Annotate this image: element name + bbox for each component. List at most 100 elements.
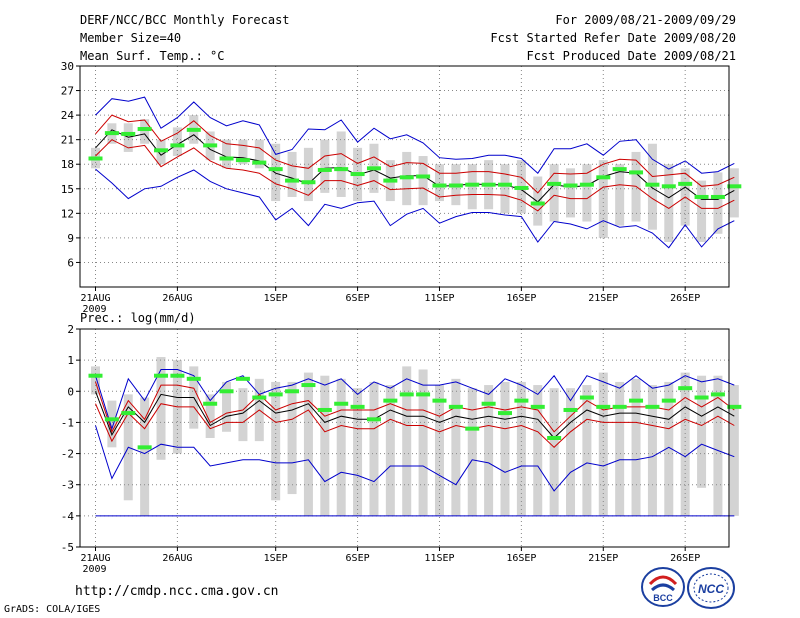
marker [416,174,431,179]
series-line-ensemble-max [95,369,735,431]
marker [678,181,693,186]
series-line-upper-spread [95,381,735,434]
spread-box [631,378,641,516]
y-tick-label: -4 [61,510,75,523]
spread-box [320,375,330,516]
spread-box [647,385,657,516]
series-line-ensemble-min [95,425,735,492]
spread-box [222,381,232,432]
marker [399,392,414,397]
marker [563,407,578,412]
marker [186,376,201,381]
x-tick-label: 1SEP [264,293,288,304]
spread-box [549,388,559,516]
marker [121,411,136,416]
spread-box [680,372,690,516]
spread-box [697,180,707,242]
y-tick-label: 9 [67,232,74,245]
marker [645,404,660,409]
x-tick-sublabel: 2009 [82,564,106,575]
x-tick-label: 11SEP [424,293,454,304]
spread-box [320,139,330,193]
marker [88,373,103,378]
spread-box [385,385,395,516]
x-tick-label: 6SEP [346,553,370,564]
marker [104,417,119,422]
spread-box [434,385,444,516]
spread-box [615,164,625,226]
spread-box [566,168,576,218]
variable-label: Mean Surf. Temp.: °C [80,49,225,63]
marker [219,389,234,394]
marker [547,181,562,186]
marker [694,395,709,400]
series-line-ensemble-max [95,96,735,174]
spread-box [140,119,150,144]
marker [317,407,332,412]
marker [219,156,234,161]
marker [547,436,562,440]
spread-box [615,381,625,516]
spread-box [156,357,166,460]
marker [383,178,398,183]
marker [694,194,709,199]
marker [334,401,349,406]
spread-box [336,131,346,197]
marker [661,398,676,403]
grads-credit: GrADS: COLA/IGES [4,604,101,615]
marker [612,404,627,409]
spread-box [582,385,592,516]
series-line-lower-spread [95,139,735,212]
source-url[interactable]: http://cmdp.ncc.cma.gov.cn [75,584,279,599]
spread-box [238,388,248,442]
spread-box [140,397,150,516]
spread-box [418,156,428,206]
x-tick-label: 6SEP [346,293,370,304]
marker [498,182,512,187]
marker [170,373,185,378]
spread-box [287,151,297,197]
spread-box [582,164,592,222]
x-tick-label: 21AUG [80,553,110,564]
marker [170,143,185,148]
spread-box [91,366,100,395]
marker [563,183,578,188]
x-tick-label: 1SEP [264,553,288,564]
y-tick-label: 0 [67,385,74,398]
spread-box [287,381,297,495]
spread-box [500,381,510,516]
marker [710,194,725,199]
marker [366,166,381,171]
chart-title: DERF/NCC/BCC Monthly Forecast [80,13,290,27]
marker [268,167,283,172]
marker [448,404,463,409]
marker [203,401,218,406]
marker [530,201,545,206]
ncc-logo-text: NCC [698,582,724,596]
marker [629,398,644,403]
y-tick-label: 30 [61,60,74,73]
marker [154,148,169,153]
spread-box [598,372,608,516]
marker [186,127,201,132]
spread-box [467,388,477,516]
marker [645,182,660,187]
marker [448,183,463,188]
spread-box [402,366,412,516]
marker [285,178,300,183]
y-tick-label: -5 [61,541,74,554]
x-tick-label: 21AUG [80,293,110,304]
marker [399,175,414,180]
marker [465,182,480,187]
marker [727,404,742,409]
marker [530,404,545,409]
plot-frame [79,328,730,548]
marker [596,175,611,180]
spread-box [549,164,559,222]
marker [235,376,250,381]
ncc-logo: NCC [687,567,735,609]
marker [203,143,218,148]
